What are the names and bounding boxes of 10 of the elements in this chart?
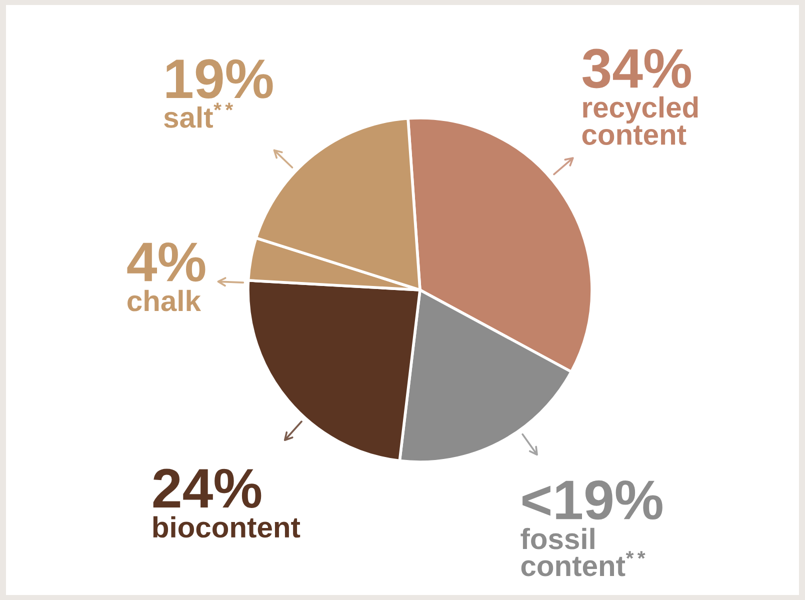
data-label: 24%	[153, 468, 262, 508]
data-label: 4%	[127, 242, 206, 282]
slice-label: salt$^{**}$	[164, 102, 234, 128]
data-label: <19%	[522, 480, 662, 520]
slice-label: biocontent	[153, 516, 300, 538]
slice-label: chalk	[128, 290, 202, 312]
data-label: 19%	[166, 59, 273, 99]
slice-label: recycled content	[582, 96, 698, 145]
slice-label: fossil content$^{**}$	[520, 528, 646, 576]
data-label: 34%	[582, 48, 691, 88]
